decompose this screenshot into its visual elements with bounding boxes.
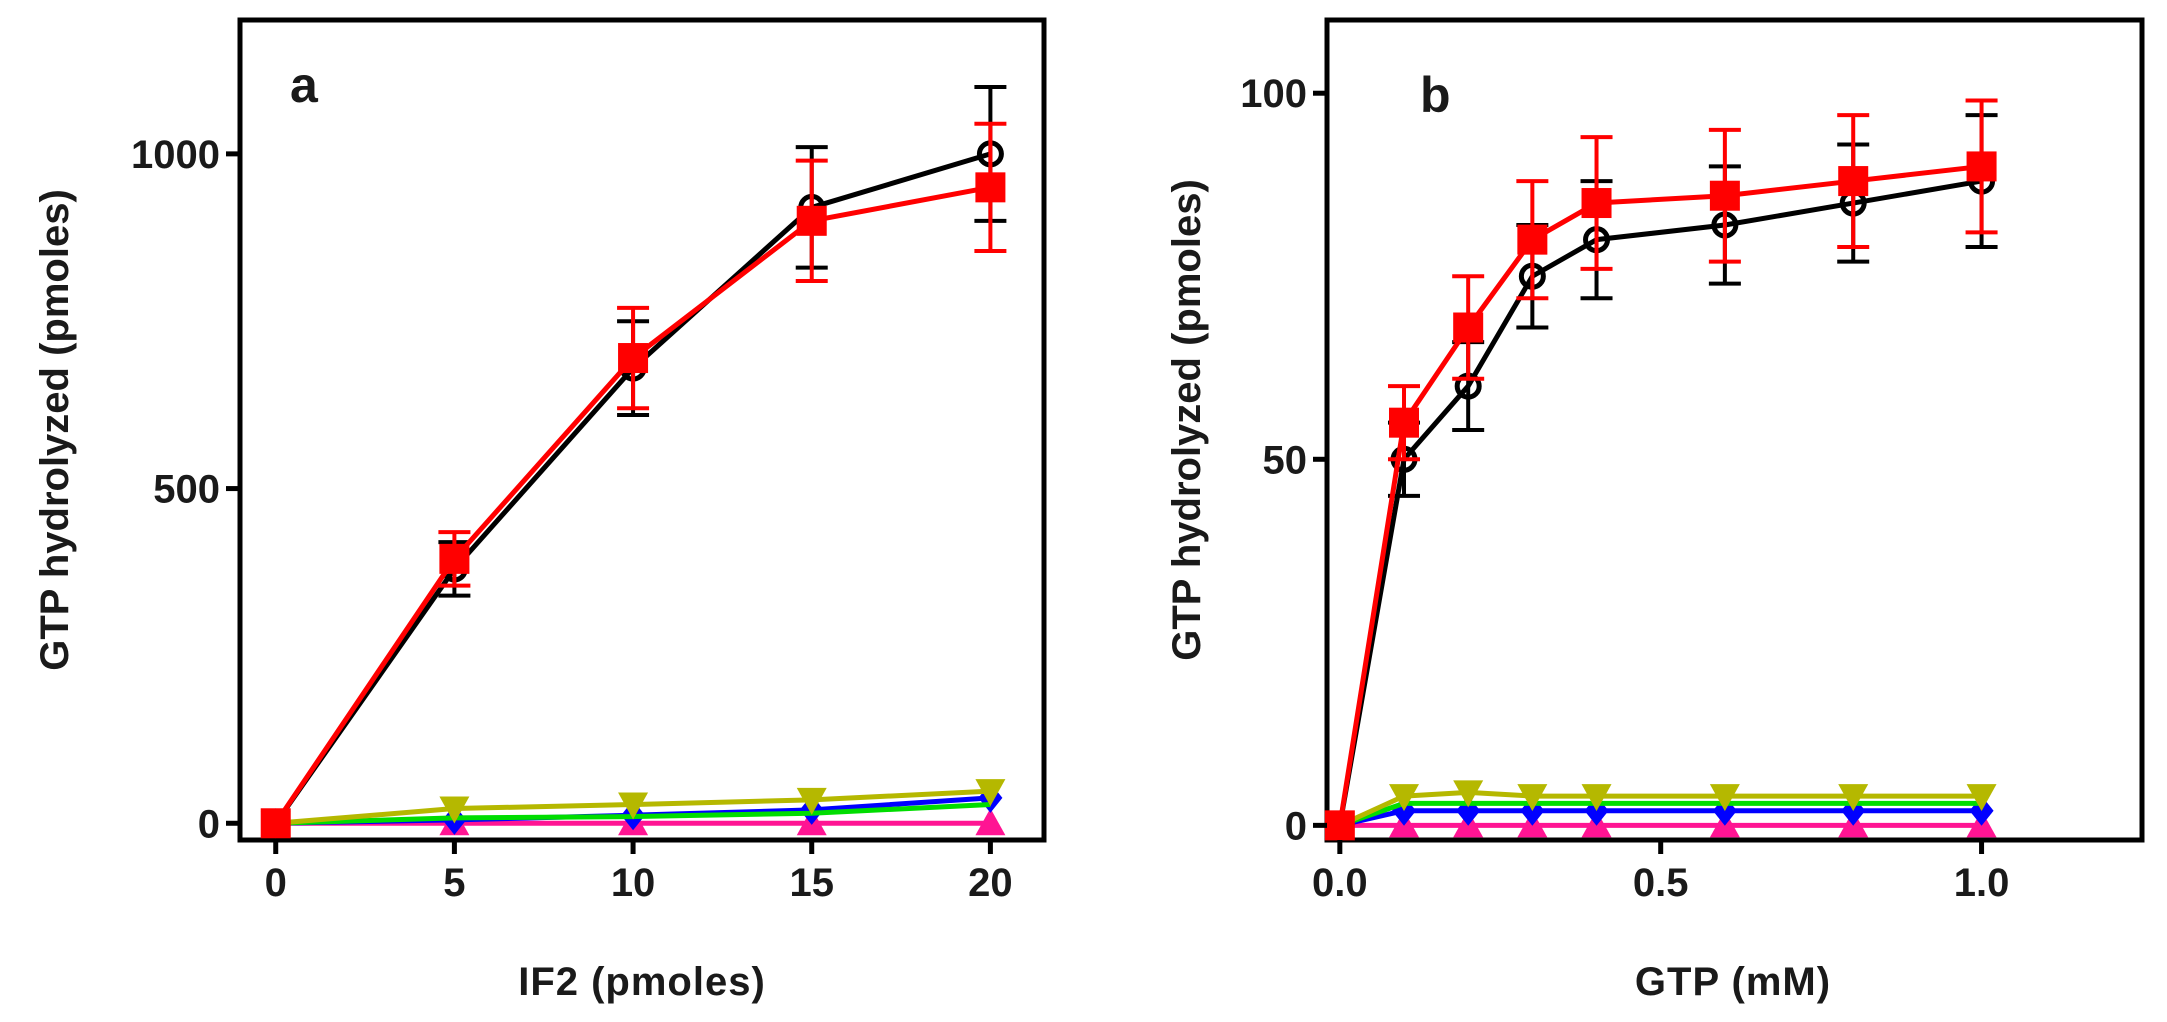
x-tick-label-b-2: 1.0 (1954, 861, 2010, 905)
series-line-open-circle-b (1337, 178, 1982, 826)
series-green-line-b (1339, 800, 1982, 828)
series-line-red-square-a (273, 184, 991, 825)
y-tick-label-b-2: 100 (1240, 72, 1307, 116)
data-point-olive-triangle-b-4 (1581, 784, 1612, 812)
data-point-magenta-triangle-a-4 (975, 808, 1006, 836)
series-olive-triangle-b (1324, 780, 1997, 841)
series-line-open-circle-a (273, 151, 992, 825)
series-line-green-line-b (1339, 800, 1982, 828)
axes-layer-a: 0 5 10 15 20 0 500 1000 (131, 133, 1013, 905)
data-point-red-square-b-2 (1453, 312, 1484, 343)
data-point-red-square-b-1 (1389, 407, 1420, 438)
axes-layer-b: 0.0 0.5 1.0 0 50 100 (1240, 72, 2009, 905)
plot-frame-a (237, 17, 1047, 843)
data-point-red-square-a-1 (439, 543, 470, 574)
series-red-square-a (260, 121, 1007, 839)
data-point-olive-triangle-a-2 (618, 792, 649, 820)
data-point-olive-triangle-a-3 (796, 787, 827, 815)
y-tick-label-a-2: 1000 (131, 133, 220, 177)
series-line-olive-triangle-b (1338, 789, 1982, 828)
x-axis-label-b: GTP (mM) (1635, 960, 1831, 1004)
series-layer-a (260, 84, 1007, 839)
series-layer-b (1324, 98, 1998, 841)
data-point-olive-triangle-b-3 (1517, 784, 1548, 812)
data-point-olive-triangle-b-2 (1453, 780, 1484, 808)
data-point-olive-triangle-b-1 (1389, 784, 1420, 812)
x-tick-label-a-1: 5 (443, 861, 465, 905)
plot-frame-b (1324, 17, 2145, 843)
panel-a: 0 5 10 15 20 0 500 1000 a IF2 (pmoles) GTP hydr… (33, 17, 1047, 1004)
y-tick-label-b-1: 50 (1263, 438, 1308, 482)
data-point-red-square-b-3 (1517, 224, 1548, 255)
panel-label-b: b (1420, 67, 1451, 123)
data-point-red-square-a-0 (260, 808, 291, 839)
data-point-red-square-b-7 (1966, 151, 1997, 182)
x-tick-label-b-1: 0.5 (1633, 861, 1689, 905)
data-point-red-square-a-4 (975, 172, 1006, 203)
series-line-red-square-b (1337, 163, 1982, 826)
data-point-red-square-b-4 (1581, 188, 1612, 219)
data-point-red-square-a-2 (618, 343, 649, 374)
y-axis-label-b: GTP hydrolyzed (pmoles) (1165, 179, 1209, 661)
series-red-square-b (1324, 98, 1998, 841)
data-point-red-square-b-6 (1838, 166, 1869, 197)
data-point-olive-triangle-a-1 (439, 796, 470, 824)
series-open-circle-a (262, 84, 1007, 837)
data-point-olive-triangle-a-4 (975, 779, 1006, 807)
panel-label-a: a (290, 57, 319, 113)
series-open-circle-b (1326, 113, 1998, 839)
data-point-olive-triangle-b-7 (1966, 784, 1997, 812)
x-tick-label-a-4: 20 (968, 861, 1013, 905)
series-magenta-triangle-b (1324, 810, 1997, 838)
data-point-red-square-b-5 (1709, 180, 1740, 211)
x-tick-label-a-0: 0 (265, 861, 287, 905)
y-tick-label-b-0: 0 (1285, 804, 1307, 848)
data-point-olive-triangle-b-5 (1709, 784, 1740, 812)
data-point-olive-triangle-b-6 (1838, 784, 1869, 812)
x-axis-label-a: IF2 (pmoles) (518, 960, 766, 1004)
y-axis-label-a: GTP hydrolyzed (pmoles) (33, 189, 77, 671)
x-tick-label-a-2: 10 (611, 861, 656, 905)
x-tick-label-b-0: 0.0 (1312, 861, 1368, 905)
x-tick-label-a-3: 15 (789, 861, 834, 905)
y-tick-label-a-0: 0 (198, 802, 220, 846)
y-tick-label-a-1: 500 (153, 468, 220, 512)
data-point-red-square-b-0 (1324, 810, 1355, 841)
data-point-red-square-a-3 (796, 205, 827, 236)
panel-b: 0.0 0.5 1.0 0 50 100 b GTP (mM) GTP hydrolyze… (1165, 17, 2145, 1004)
